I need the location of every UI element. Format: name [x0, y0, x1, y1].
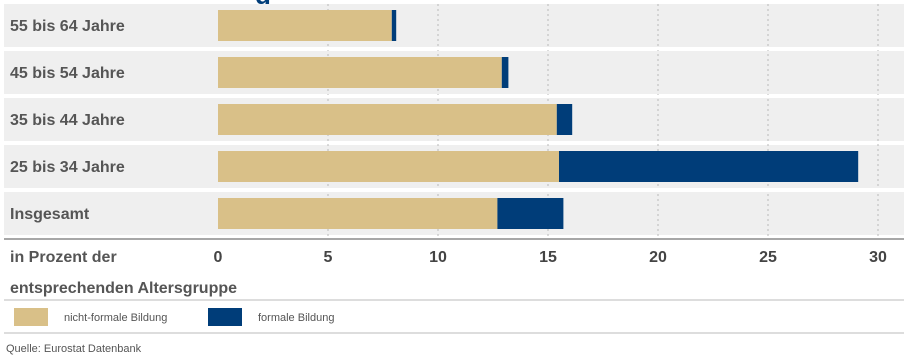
- x-tick-label: 20: [649, 249, 667, 266]
- category-label: 55 bis 64 Jahre: [10, 18, 125, 35]
- bar-formal: [497, 198, 564, 229]
- bar-nonformal: [218, 198, 498, 229]
- x-tick-label: 0: [214, 249, 223, 266]
- x-axis-title-line2: entsprechenden Altersgruppe: [10, 280, 237, 297]
- x-tick-label: 25: [759, 249, 777, 266]
- bar-nonformal: [218, 10, 392, 41]
- category-label: 25 bis 34 Jahre: [10, 159, 125, 176]
- bar-nonformal: [218, 151, 559, 182]
- bar-formal: [391, 10, 397, 41]
- x-tick-label: 30: [869, 249, 887, 266]
- legend-label: nicht-formale Bildung: [64, 312, 167, 324]
- x-tick-label: 15: [539, 249, 557, 266]
- category-label: 45 bis 54 Jahre: [10, 65, 125, 82]
- bar-nonformal: [218, 57, 502, 88]
- legend-label: formale Bildung: [258, 312, 334, 324]
- bar-nonformal: [218, 104, 557, 135]
- legend-swatch-formal: [208, 308, 242, 326]
- category-label: 35 bis 44 Jahre: [10, 112, 125, 129]
- bar-formal: [501, 57, 509, 88]
- legend-swatch-nonformal: [14, 308, 48, 326]
- bar-formal: [559, 151, 859, 182]
- x-axis-title-line1: in Prozent der: [10, 249, 117, 266]
- x-tick-label: 5: [324, 249, 333, 266]
- bar-formal: [556, 104, 573, 135]
- row-background: [4, 4, 904, 47]
- x-tick-label: 10: [429, 249, 447, 266]
- category-label: Insgesamt: [10, 206, 90, 223]
- source-note: Quelle: Eurostat Datenbank: [6, 343, 142, 355]
